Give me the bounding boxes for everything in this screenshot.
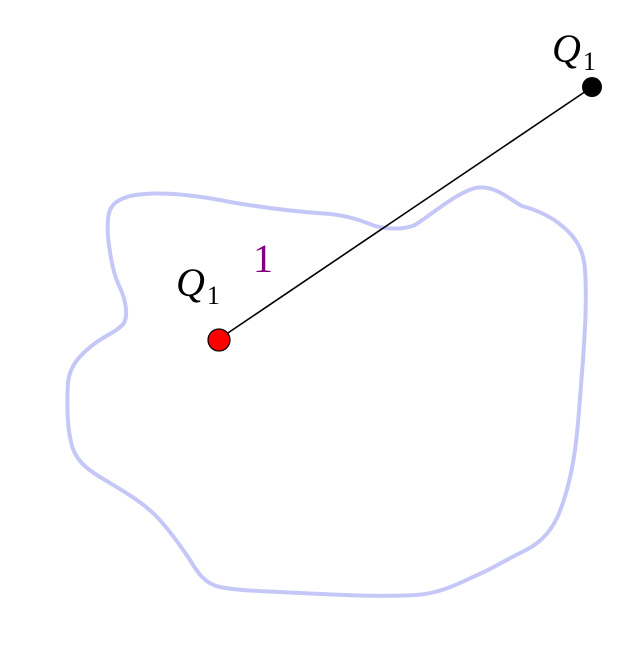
inner-point-label: Q1	[176, 260, 220, 310]
region-outline	[65, 185, 588, 598]
outer-point-name: Q	[552, 26, 581, 71]
segment-line	[218, 86, 593, 340]
inner-point-subscript: 1	[207, 281, 220, 310]
outer-point[interactable]	[582, 77, 602, 97]
inner-point[interactable]	[207, 328, 231, 352]
outer-point-subscript: 1	[583, 47, 596, 76]
outer-point-label: Q1	[552, 26, 596, 76]
segment-length-label: 1	[253, 236, 273, 281]
inner-point-name: Q	[176, 260, 205, 305]
